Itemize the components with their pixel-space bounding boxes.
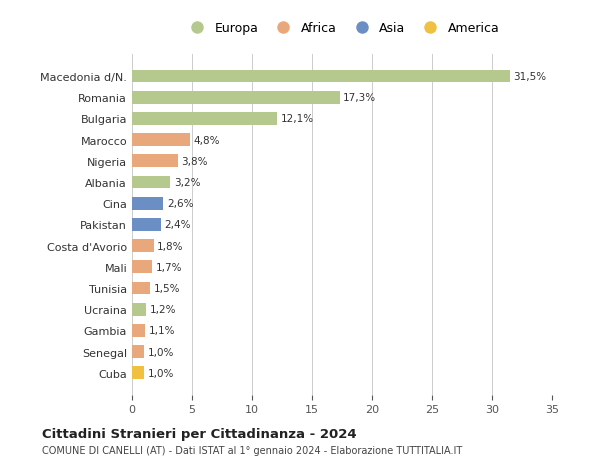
Text: 1,0%: 1,0% (148, 347, 174, 357)
Bar (132, 367, 144, 379)
Text: 2,6%: 2,6% (167, 199, 193, 209)
Bar (132, 134, 190, 147)
Text: 3,8%: 3,8% (181, 157, 208, 167)
Text: 12,1%: 12,1% (281, 114, 314, 124)
Text: 1,1%: 1,1% (149, 326, 175, 336)
Bar (132, 92, 340, 104)
Bar (132, 240, 154, 252)
Legend: Europa, Africa, Asia, America: Europa, Africa, Asia, America (179, 17, 505, 40)
Bar (132, 71, 510, 83)
Text: 1,2%: 1,2% (150, 304, 176, 314)
Text: Cittadini Stranieri per Cittadinanza - 2024: Cittadini Stranieri per Cittadinanza - 2… (42, 427, 356, 440)
Text: COMUNE DI CANELLI (AT) - Dati ISTAT al 1° gennaio 2024 - Elaborazione TUTTITALIA: COMUNE DI CANELLI (AT) - Dati ISTAT al 1… (42, 445, 462, 455)
Text: 1,0%: 1,0% (148, 368, 174, 378)
Text: 17,3%: 17,3% (343, 93, 376, 103)
Bar (132, 218, 161, 231)
Bar (132, 303, 146, 316)
Text: 1,8%: 1,8% (157, 241, 184, 251)
Bar (132, 155, 178, 168)
Bar (132, 261, 152, 274)
Text: 3,2%: 3,2% (174, 178, 200, 188)
Bar (132, 325, 145, 337)
Text: 1,7%: 1,7% (156, 262, 182, 272)
Bar (132, 282, 150, 295)
Text: 31,5%: 31,5% (514, 72, 547, 82)
Bar (132, 346, 144, 358)
Bar (132, 197, 163, 210)
Text: 4,8%: 4,8% (193, 135, 220, 146)
Bar (132, 176, 170, 189)
Text: 1,5%: 1,5% (154, 283, 180, 293)
Bar (132, 113, 277, 125)
Text: 2,4%: 2,4% (164, 220, 191, 230)
